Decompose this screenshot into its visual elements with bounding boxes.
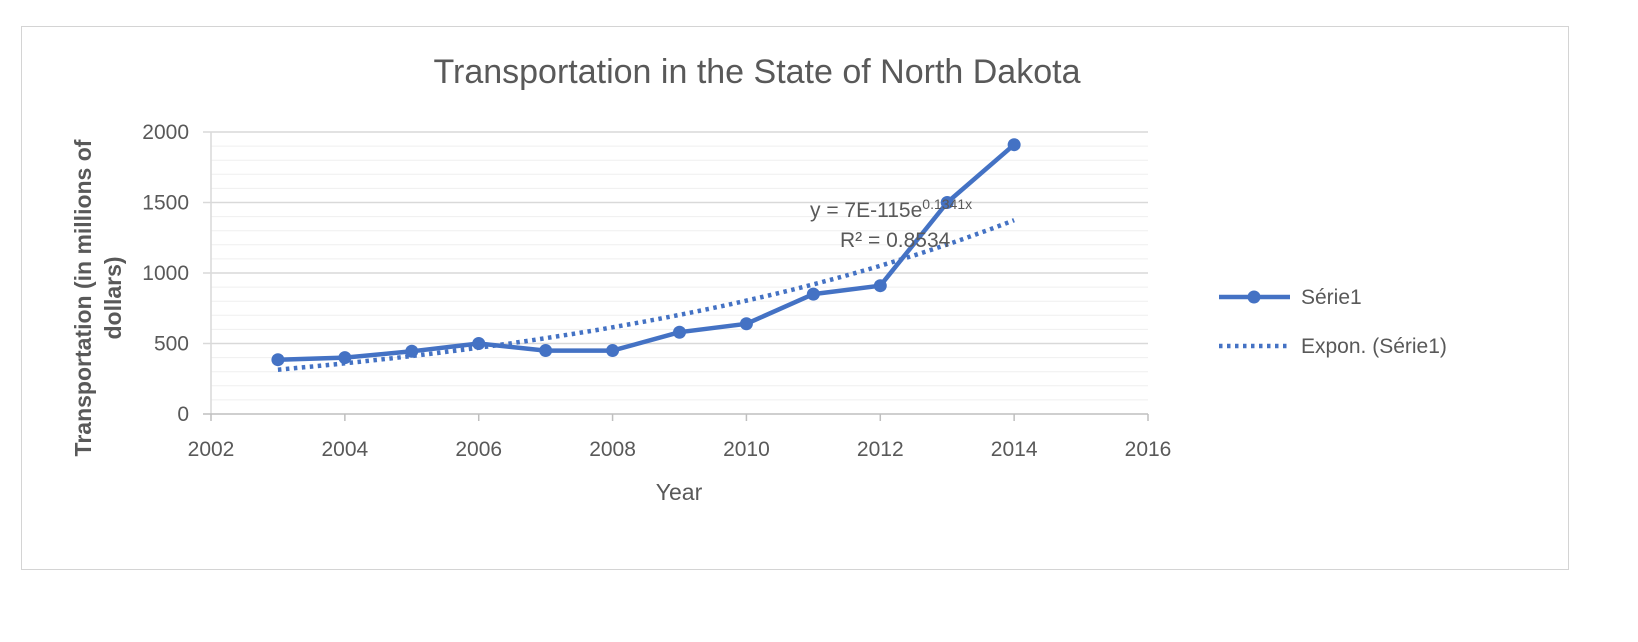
data-point-2003[interactable] bbox=[271, 353, 285, 367]
y-tick-label: 500 bbox=[154, 333, 189, 356]
x-tick-label: 2010 bbox=[723, 438, 770, 461]
legend-label-trendline: Expon. (Série1) bbox=[1301, 335, 1447, 358]
legend: Série1 Expon. (Série1) bbox=[1219, 286, 1447, 358]
legend-marker-serie1 bbox=[1247, 290, 1261, 304]
data-point-2005[interactable] bbox=[405, 344, 419, 358]
data-point-2007[interactable] bbox=[539, 344, 553, 358]
legend-entry-serie1[interactable]: Série1 bbox=[1219, 286, 1362, 309]
chart-frame: Transportation in the State of North Dak… bbox=[21, 26, 1569, 570]
equation-exponent: 0.1341x bbox=[922, 196, 972, 212]
data-point-2011[interactable] bbox=[806, 287, 820, 301]
svg-text:y = 7E-115e0.1341x: y = 7E-115e0.1341x bbox=[810, 196, 972, 222]
data-point-2008[interactable] bbox=[606, 344, 620, 358]
x-axis-title: Year bbox=[656, 479, 703, 505]
axes bbox=[203, 132, 1149, 421]
data-point-2013[interactable] bbox=[940, 196, 954, 209]
equation-main: y = 7E-115e bbox=[810, 199, 922, 222]
series-line-serie1 bbox=[277, 142, 1016, 362]
y-axis-title: Transportation (in millions of dollars) bbox=[70, 139, 126, 456]
chart-title: Transportation in the State of North Dak… bbox=[434, 53, 1081, 91]
data-point-2004[interactable] bbox=[338, 351, 352, 365]
y-tick-label: 2000 bbox=[142, 121, 189, 144]
series-layer bbox=[271, 138, 1021, 367]
y-axis-title-line-1: Transportation (in millions of bbox=[70, 139, 96, 456]
x-tick-label: 2002 bbox=[188, 438, 235, 461]
data-point-2010[interactable] bbox=[739, 317, 753, 331]
x-tick-labels: 2002 2004 2006 2008 2010 2012 2014 2016 bbox=[188, 438, 1172, 461]
y-tick-label: 0 bbox=[177, 403, 189, 426]
trendline-equation: y = 7E-115e0.1341x R² = 0.8534 bbox=[810, 196, 972, 252]
y-tick-label: 1000 bbox=[142, 262, 189, 285]
data-point-2006[interactable] bbox=[472, 337, 486, 350]
x-tick-label: 2014 bbox=[991, 438, 1038, 461]
trendline-layer bbox=[277, 218, 1015, 372]
trendline-expon bbox=[277, 218, 1015, 372]
x-tick-label: 2004 bbox=[321, 438, 368, 461]
data-point-2009[interactable] bbox=[673, 325, 686, 339]
x-tick-label: 2012 bbox=[857, 438, 904, 461]
major-gridlines bbox=[203, 131, 1148, 345]
legend-entry-trendline[interactable]: Expon. (Série1) bbox=[1219, 335, 1447, 358]
y-tick-label: 1500 bbox=[142, 192, 189, 215]
x-tick-label: 2016 bbox=[1125, 438, 1172, 461]
data-point-2012[interactable] bbox=[873, 279, 887, 293]
data-point-2014[interactable] bbox=[1007, 138, 1021, 152]
y-tick-labels: 0 500 1000 1500 2000 bbox=[142, 121, 189, 426]
r-squared: R² = 0.8534 bbox=[840, 229, 951, 252]
x-tick-label: 2008 bbox=[589, 438, 636, 461]
x-tick-label: 2006 bbox=[455, 438, 502, 461]
y-axis-title-line-2: dollars) bbox=[100, 256, 126, 339]
legend-label-serie1: Série1 bbox=[1301, 286, 1362, 309]
chart-svg: Transportation in the State of North Dak… bbox=[70, 53, 1447, 505]
